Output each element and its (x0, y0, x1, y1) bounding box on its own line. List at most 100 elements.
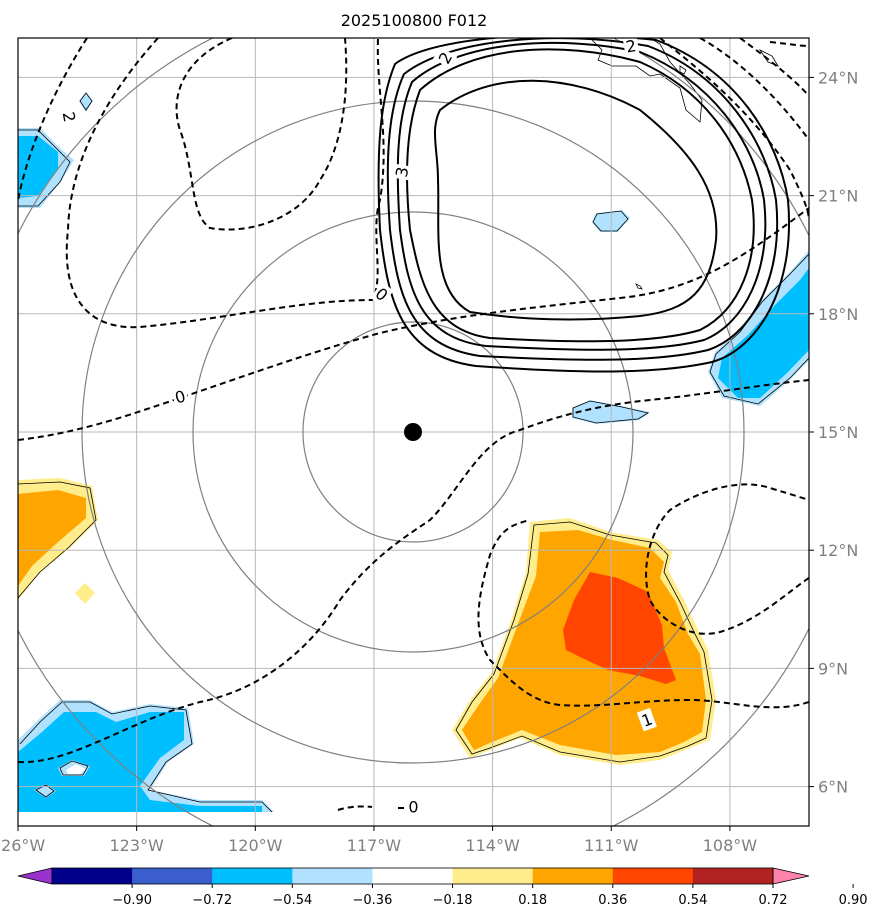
contour-label-text: 2 (59, 110, 79, 123)
range-ring (192, 211, 634, 653)
colorbar-segment (692, 868, 774, 884)
y-tick-label: 12°N (818, 541, 858, 560)
contour-label-bg (432, 46, 458, 69)
contour-label-bg (390, 163, 413, 181)
contour-label-bg (370, 281, 394, 307)
colorbar-tick-label: −0.54 (272, 893, 312, 908)
plot-area (18, 38, 809, 826)
colorbar-segment (292, 868, 373, 884)
colorbar-segment (372, 868, 454, 884)
contour-line (65, 38, 385, 329)
contour-label-bg (58, 108, 81, 126)
shade-region (34, 784, 56, 798)
y-tick-label: 24°N (818, 68, 858, 87)
contour-label: 1 (636, 707, 657, 732)
contour-line (699, 38, 809, 141)
contour-line (175, 38, 348, 231)
colorbar-tick-label: 0.54 (678, 893, 707, 908)
y-tick-label: 9°N (818, 659, 848, 678)
contour-line (645, 483, 809, 635)
y-tick-label: 6°N (818, 778, 848, 797)
contour-line (18, 379, 809, 764)
thin-outline (79, 92, 93, 111)
thin-outline (572, 400, 650, 424)
solid-contours (377, 38, 790, 373)
shade-region (563, 572, 676, 684)
contour-line (377, 38, 790, 373)
shade-region (18, 136, 58, 198)
x-tick-label: 126°W (0, 836, 45, 855)
contour-line (739, 38, 809, 97)
contour-label: 3 (390, 163, 413, 181)
contour-label: 0 (406, 796, 421, 817)
colorbar-tick-label: 0.18 (518, 893, 547, 908)
colorbar-tick-label: 0.72 (759, 893, 788, 908)
contour-line (337, 805, 373, 811)
x-tick-label: 111°W (584, 836, 639, 855)
shaded-fields (18, 92, 809, 812)
contour-label-bg (636, 707, 657, 732)
y-tick-label: 21°N (818, 187, 858, 206)
x-axis: 126°W 123°W 120°W 117°W 114°W 111°W 108°W (0, 826, 757, 855)
x-tick-label: 108°W (703, 836, 758, 855)
contour-line (659, 38, 809, 221)
thin-outline (59, 760, 89, 776)
shade-region (18, 712, 262, 812)
thin-outline (709, 253, 809, 405)
shade-region (18, 490, 86, 586)
colorbar-segment (132, 868, 213, 884)
colorbar-segment (452, 868, 534, 884)
range-ring (302, 321, 524, 543)
contour-line (477, 519, 809, 709)
y-axis: 6°N 9°N 12°N 15°N 18°N 21°N 24°N (809, 68, 858, 797)
range-rings (18, 38, 809, 826)
contour-label-text: 0 (408, 797, 418, 816)
x-tick-label: 120°W (228, 836, 283, 855)
contour-label-text: 3 (392, 165, 412, 178)
chart-title: 2025100800 F012 (341, 11, 488, 30)
colorbar-extend-low (17, 867, 53, 885)
thin-outlines (18, 38, 809, 813)
contour-line (18, 38, 88, 201)
colorbar-segment (212, 868, 293, 884)
y-tick-label: 18°N (818, 305, 858, 324)
dashed-contours (18, 38, 809, 811)
thin-outline (758, 48, 779, 67)
y-tick-label: 15°N (818, 423, 858, 442)
contour-line (769, 41, 809, 47)
x-tick-label: 114°W (465, 836, 520, 855)
thin-outline (635, 283, 643, 290)
colorbar-segment (612, 868, 694, 884)
thin-outline (19, 701, 273, 813)
colorbar-segment (52, 868, 133, 884)
contour-label-bg (406, 796, 421, 817)
center-marker (404, 423, 422, 441)
colorbar-extend-high (772, 867, 810, 885)
contour-label-text: 0 (173, 387, 188, 408)
colorbar-tick-label: 0.36 (598, 893, 627, 908)
colorbar-tick-label: −0.36 (353, 893, 393, 908)
contour-line (434, 79, 718, 321)
shade-region (75, 583, 95, 604)
colorbar-frame (51, 867, 774, 885)
contour-label-bg (170, 385, 190, 409)
range-ring (81, 100, 745, 764)
x-tick-label: 117°W (347, 836, 402, 855)
thin-outline (591, 38, 703, 123)
contour-line (406, 48, 755, 343)
colorbar-tick-label: −0.18 (433, 893, 473, 908)
contour-label-bg (622, 34, 640, 57)
contour-label: 2 (622, 34, 640, 57)
thin-outline (679, 65, 687, 75)
thin-outline (455, 521, 713, 763)
contour-line (18, 207, 809, 441)
thin-outline (592, 210, 629, 232)
shade-region (718, 268, 809, 398)
x-tick-label: 123°W (109, 836, 164, 855)
contour-label: 0 (170, 385, 190, 409)
colorbar-tick-label: 0.90 (839, 893, 868, 908)
contour-label: 2 (432, 46, 458, 69)
thin-outline (18, 129, 71, 207)
